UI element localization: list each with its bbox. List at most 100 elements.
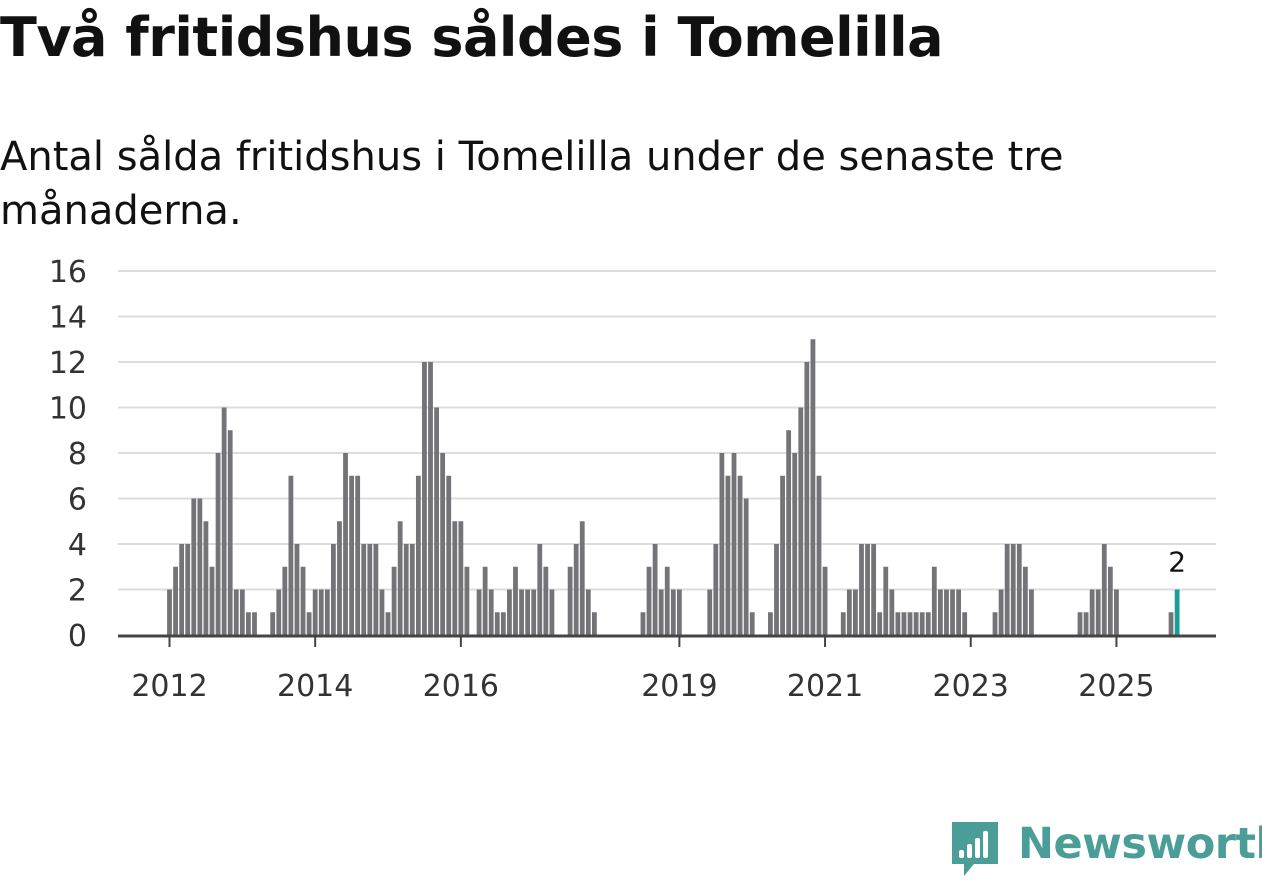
y-tick-label: 0 (68, 619, 87, 654)
bar (191, 498, 197, 635)
bar (1168, 612, 1174, 635)
y-tick-label: 8 (68, 437, 87, 472)
bar (391, 566, 397, 635)
bar (440, 453, 446, 635)
x-axis-labels: 2012 2014 2016 2019 2021 2023 2025 (131, 636, 1155, 704)
bar (494, 612, 500, 635)
bar (871, 544, 877, 635)
bar (537, 544, 543, 635)
bar (816, 475, 822, 635)
y-tick-label: 14 (49, 301, 87, 336)
y-tick-label: 4 (68, 528, 87, 563)
bar (652, 544, 658, 635)
bar (203, 521, 209, 635)
y-tick-label: 16 (49, 255, 87, 290)
bar (707, 589, 713, 635)
x-tick-label: 2025 (1078, 669, 1154, 704)
bar (385, 612, 391, 635)
y-tick-label: 2 (68, 574, 87, 609)
bar (573, 544, 579, 635)
bar (1101, 544, 1107, 635)
bar (239, 589, 245, 635)
bar (901, 612, 907, 635)
bar (246, 612, 251, 635)
bar (646, 566, 652, 635)
newsworthy-logo-icon (952, 822, 998, 876)
chart-title: Två fritidshus såldes i Tomelilla (0, 6, 944, 69)
bar-series (167, 339, 1180, 635)
bar (361, 544, 367, 635)
bar (567, 566, 573, 635)
bar (507, 589, 512, 635)
bar (640, 612, 646, 635)
bar (318, 589, 324, 635)
bar (464, 566, 470, 635)
bar (859, 544, 864, 635)
x-tick-label: 2019 (641, 669, 717, 704)
bar (167, 589, 172, 635)
bar (585, 589, 591, 635)
bar (853, 589, 858, 635)
bar (944, 589, 949, 635)
bar (349, 475, 354, 635)
bar (233, 589, 239, 635)
bar (840, 612, 846, 635)
bar-highlight (1174, 589, 1180, 635)
bar (300, 566, 306, 635)
bar (221, 407, 227, 635)
bar (403, 544, 409, 635)
bar (925, 612, 931, 635)
bar (865, 544, 870, 635)
bar (173, 566, 178, 635)
bar (409, 544, 415, 635)
x-tick-label: 2023 (933, 669, 1009, 704)
bar (950, 589, 955, 635)
bar (846, 589, 852, 635)
bar (664, 566, 670, 635)
bar (306, 612, 312, 635)
bar (1004, 544, 1010, 635)
bar (446, 475, 452, 635)
bar (731, 453, 737, 635)
bar (962, 612, 968, 635)
bar (877, 612, 883, 635)
bar (531, 589, 537, 635)
bar (513, 566, 518, 635)
bar (1077, 612, 1083, 635)
bar (1107, 566, 1113, 635)
bar (749, 612, 755, 635)
bar (367, 544, 373, 635)
bar (931, 566, 937, 635)
bar (209, 566, 215, 635)
bar (179, 544, 185, 635)
bar (276, 589, 282, 635)
bar (397, 521, 403, 635)
bar (919, 612, 925, 635)
bar (798, 407, 804, 635)
x-tick-label: 2021 (787, 669, 863, 704)
bar (415, 475, 421, 635)
bar (992, 612, 998, 635)
bar (1083, 612, 1089, 635)
chart-subtitle: Antal sålda fritidshus i Tomelilla under… (0, 134, 1064, 234)
bar (822, 566, 828, 635)
bar (895, 612, 901, 635)
bar (1010, 544, 1016, 635)
bar (252, 612, 257, 635)
highlight-value-label: 2 (1168, 546, 1186, 579)
bar (786, 430, 792, 635)
bar (676, 589, 682, 635)
x-tick-label: 2012 (131, 669, 207, 704)
bar (428, 362, 433, 635)
bar (197, 498, 203, 635)
bar (1022, 566, 1028, 635)
bar (355, 475, 361, 635)
bar (543, 566, 549, 635)
bar (592, 612, 597, 635)
y-tick-label: 6 (68, 483, 87, 518)
bar (185, 544, 191, 635)
bar (452, 521, 458, 635)
bar (343, 453, 348, 635)
newsworthy-brand-name: Newsworthy (1018, 819, 1262, 869)
bar (907, 612, 913, 635)
